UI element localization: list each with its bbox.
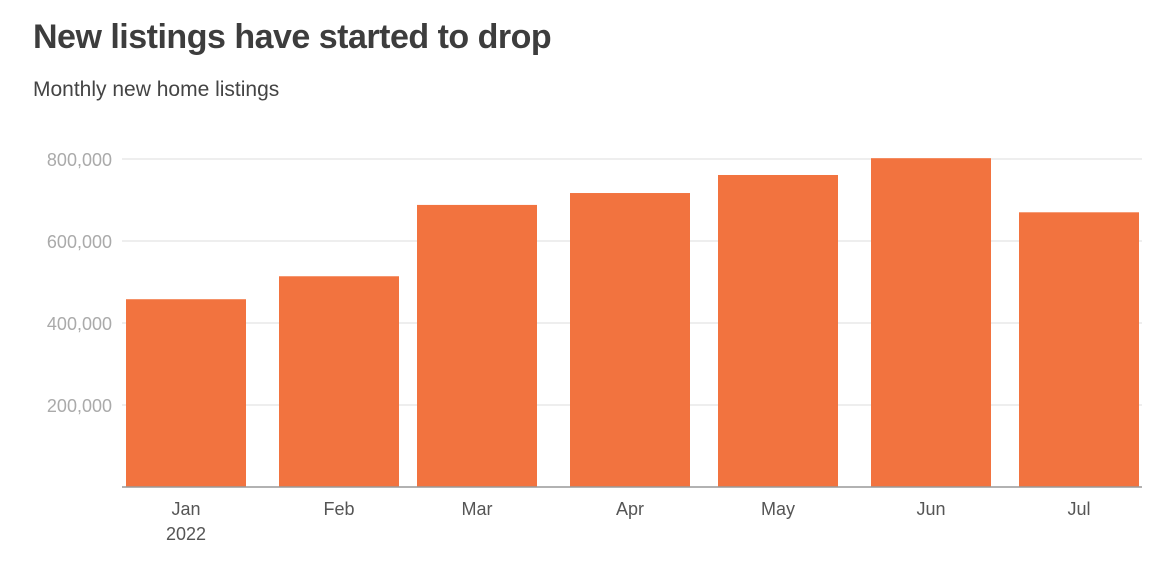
chart-title: New listings have started to drop [33,18,552,56]
bar-jun [871,158,991,487]
x-tick-label: Jun [916,499,945,519]
x-year-label: 2022 [166,524,206,544]
x-tick-label: Apr [616,499,644,519]
bar-jan [126,299,246,487]
x-tick-label: Feb [323,499,354,519]
x-axis-labels: Jan 2022 Feb Mar Apr May Jun Jul [166,499,1091,544]
chart-subtitle: Monthly new home listings [33,78,280,101]
bar-feb [279,276,399,487]
y-tick-label: 200,000 [47,396,112,416]
x-tick-label: Mar [462,499,493,519]
bars [126,158,1139,488]
x-tick-label: Jul [1067,499,1090,519]
x-tick-label: Jan [171,499,200,519]
y-axis-labels: 200,000 400,000 600,000 800,000 [47,150,112,416]
y-tick-label: 400,000 [47,314,112,334]
bar-jul [1019,212,1139,488]
bar-may [718,174,838,488]
y-tick-label: 800,000 [47,150,112,170]
y-tick-label: 600,000 [47,232,112,252]
bar-apr [570,193,690,487]
x-tick-label: May [761,499,795,519]
bar-mar [417,204,537,488]
